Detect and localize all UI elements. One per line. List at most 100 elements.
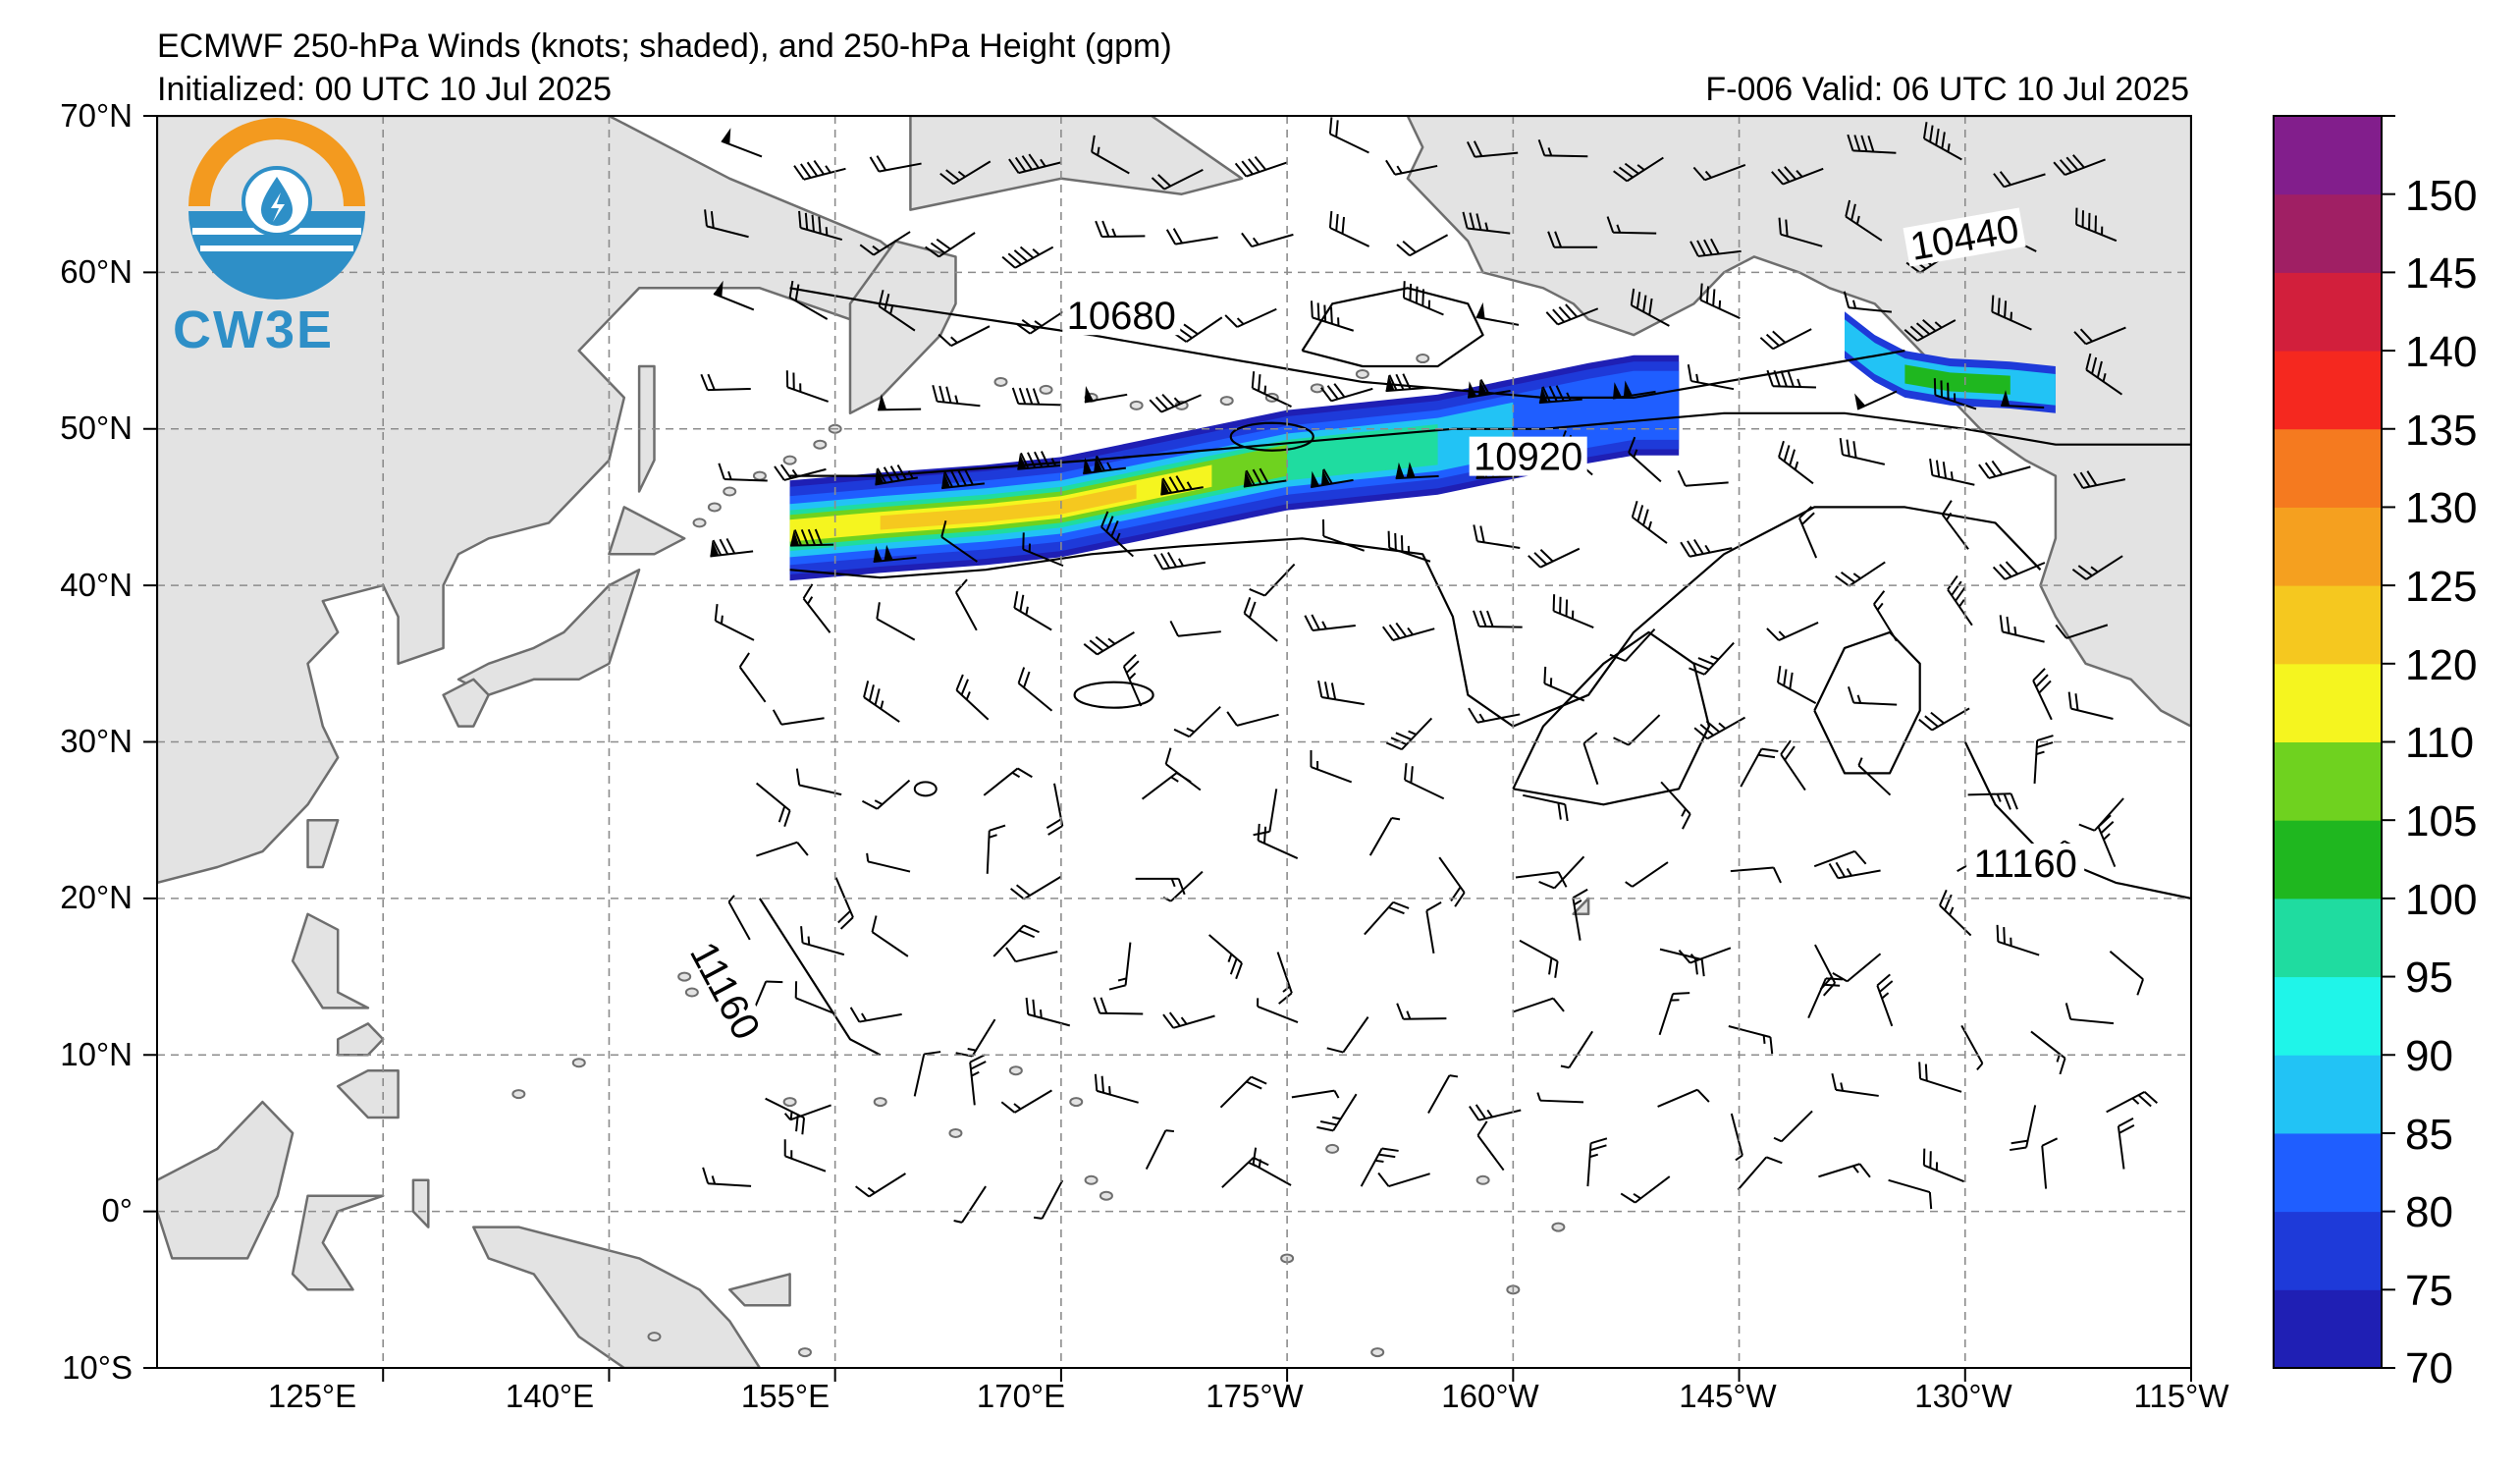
wind-barb [986,824,1006,874]
wind-barb-flag [1840,1082,1845,1092]
wind-barb [1385,373,1429,393]
wind-barb-flag [1628,436,1636,454]
island [993,376,1008,387]
wind-barb-shaft [1221,1157,1255,1188]
wind-barb-flag [1695,373,1699,383]
wind-barb-shaft [1177,630,1221,637]
wind-barb [1135,877,1186,896]
lat-label: 30°N [60,723,133,759]
wind-barb-flag [2011,1139,2028,1145]
wind-barb-flag [1388,374,1398,391]
wind-barb [2117,1118,2135,1170]
wind-barb-flag [874,688,881,706]
wind-barb-shaft [1268,789,1278,832]
wind-barb-shaft [2032,680,2053,721]
wind-barb-shaft [1018,403,1062,407]
wind-barb [713,280,755,311]
wind-barb-flag [1681,808,1687,817]
wind-barb-shaft [871,931,909,957]
wind-barb-shaft [795,997,836,1015]
wind-barb-flag [1850,203,1856,221]
colorbar-cell [2274,898,2382,978]
wind-barb-flag [1785,219,1789,237]
wind-barb-flag [1846,439,1850,457]
wind-barb [1226,711,1279,727]
wind-barb-pennant [1854,393,1866,409]
wind-barb-flag [804,212,809,231]
wind-barb-flag [965,691,971,700]
wind-barb [1310,468,1354,489]
island [873,1097,887,1108]
wind-barb-flag [1025,388,1034,405]
wind-barb [1528,547,1581,569]
wind-barb [1395,462,1439,480]
wind-barb-flag [1689,954,1697,961]
wind-barb-flag [1928,1192,1933,1210]
colorbar-cell [2274,507,2382,586]
wind-barb-shaft [724,477,768,482]
lon-label: 170°E [976,1378,1066,1414]
wind-barb-shaft [879,162,922,173]
wind-barb-shaft [1632,516,1668,544]
hokkaido [608,506,686,556]
wind-barb-flag [859,244,875,256]
wind-barb-shaft [1586,1143,1592,1187]
wind-barb [1660,781,1691,830]
wind-barb [1084,386,1128,404]
wind-barb-flag [1609,653,1627,663]
wind-barb-flag [807,936,811,946]
island [1475,1174,1490,1185]
wind-barb-flag [1100,1075,1105,1093]
wind-barb-shaft [1312,625,1356,631]
wind-barb-flag [1573,900,1582,906]
wind-barb-flag [1852,441,1857,459]
wind-barb [1015,308,1067,335]
wind-barb-flag [1673,992,1690,995]
wind-barb-flag [1831,1072,1838,1091]
wind-barb-shaft [2097,826,2117,867]
map-title: ECMWF 250-hPa Winds (knots; shaded), and… [157,27,1172,65]
wind-barb-shaft [786,386,829,403]
wind-barb-flag [1677,469,1687,487]
wind-barb-flag [869,156,881,173]
wind-barb-shaft [1613,231,1657,235]
visayas [336,1022,385,1057]
wind-barb-flag [1402,373,1412,390]
wind-barb-flag [1229,957,1238,975]
wind-barb-flag [2003,927,2006,945]
wind-barb [941,468,985,490]
wind-barb-flag [849,1007,861,1023]
wind-barb-shaft [1329,133,1369,154]
wind-barb-flag [1050,458,1057,466]
wind-barb [2106,1090,2159,1114]
island [511,1089,526,1100]
wind-barb-flag [1241,232,1253,247]
wind-barb-flag [1784,166,1796,181]
wind-barb-flag [1151,177,1165,191]
wind-barb-shaft [1625,627,1656,662]
wind-barb-shaft [800,227,843,242]
wind-barb-flag [1992,566,2007,580]
wind-barb-flag [2036,750,2045,756]
island [1551,1222,1566,1232]
wind-barb-flag [1552,594,1556,612]
wind-barb-flag [1999,615,2004,632]
cw3e-logo [188,118,365,300]
luzon [291,912,370,1009]
wind-barb-shaft [1404,779,1445,800]
wind-barb-flag [1922,122,1928,139]
colorbar-cell [2274,663,2382,742]
wind-barb-pennant [1385,374,1395,392]
wind-barb-flag [1333,1090,1340,1099]
wind-barb [2032,668,2053,721]
wind-barb-flag [1001,255,1016,269]
wind-barb-flag [1013,591,1019,609]
wind-barb-flag [1536,1092,1541,1102]
wind-barb-flag [1933,378,1937,396]
wind-barb-flag [1328,117,1333,135]
wind-barb-flag [1687,364,1692,382]
lon-label: 145°W [1679,1378,1777,1414]
wind-barb-shaft [1028,1013,1071,1027]
wind-barb-shaft [1100,525,1135,558]
wind-barb-shaft [1253,1163,1292,1186]
